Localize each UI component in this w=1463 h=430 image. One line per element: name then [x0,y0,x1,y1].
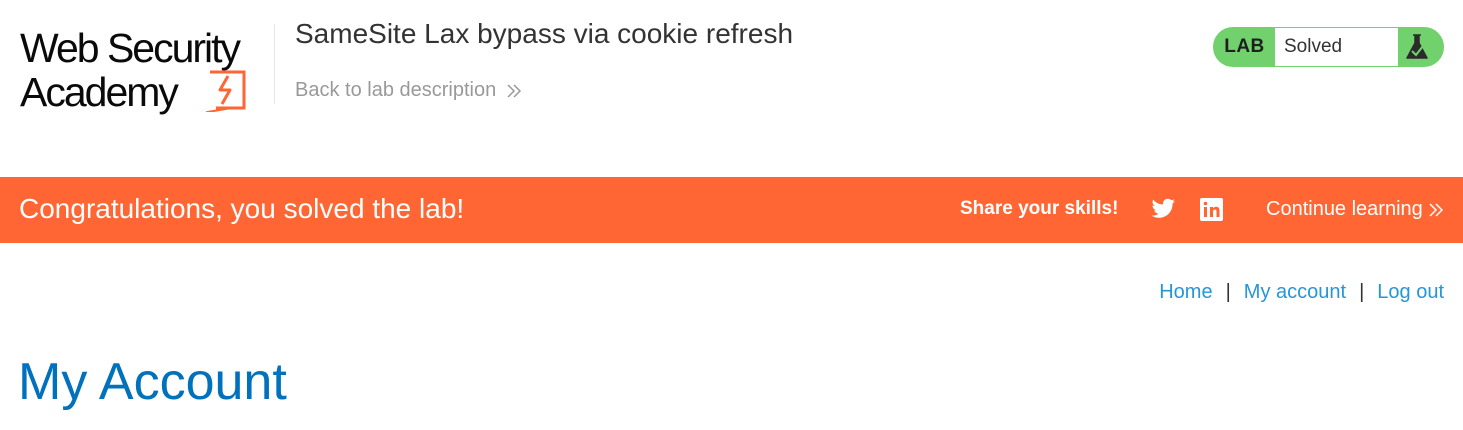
logo-lightning-icon [206,70,246,112]
account-nav: Home | My account | Log out [1159,281,1444,304]
logo-text-line1: Web Security [20,25,241,71]
page-header: Web Security Academy SameSite Lax bypass… [0,0,1463,177]
nav-home-link[interactable]: Home [1159,281,1213,303]
solved-banner: Congratulations, you solved the lab! Sha… [0,177,1463,243]
continue-learning-link[interactable]: Continue learning [1266,198,1443,221]
header-divider [274,24,275,104]
twitter-icon[interactable] [1151,197,1176,221]
nav-separator: | [1359,281,1365,303]
lab-title: SameSite Lax bypass via cookie refresh [295,18,794,49]
nav-separator: | [1225,281,1231,303]
lab-status-tag: LAB [1224,36,1265,57]
lab-status-badge: LAB Solved [1213,27,1444,67]
academy-logo[interactable]: Web Security Academy [20,22,275,117]
back-to-description-link[interactable]: Back to lab description [295,79,522,102]
double-chevron-right-icon [1429,202,1443,217]
flask-icon [1406,34,1428,59]
congratulations-message: Congratulations, you solved the lab! [19,193,465,224]
linkedin-icon[interactable] [1200,198,1223,221]
page-title: My Account [18,353,287,411]
back-link-label: Back to lab description [295,79,497,101]
nav-log-out-link[interactable]: Log out [1377,281,1444,303]
logo-text-line2: Academy [20,69,179,115]
continue-learning-label: Continue learning [1266,198,1423,220]
double-chevron-right-icon [507,83,522,98]
share-skills-label: Share your skills! [960,198,1119,219]
lab-status-text: Solved [1275,28,1398,66]
nav-my-account-link[interactable]: My account [1243,281,1347,303]
